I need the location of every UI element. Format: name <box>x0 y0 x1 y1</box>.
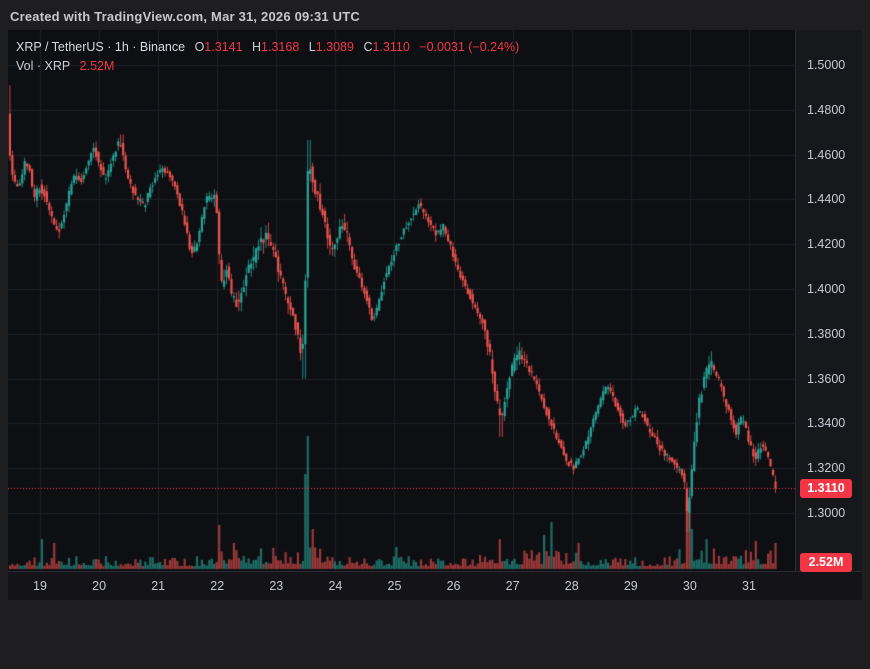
ohlc-open-label: O <box>194 40 205 54</box>
symbol-legend[interactable]: XRP / TetherUS · 1h · Binance O1.3141 H1… <box>16 38 519 76</box>
change-value: −0.0031 (−0.24%) <box>419 40 520 54</box>
ohlc-low-value: 1.3089 <box>315 40 354 54</box>
ohlc-close-value: 1.3110 <box>372 40 410 54</box>
legend-volume-row: Vol · XRP 2.52M <box>16 57 519 76</box>
footer-bar: TradingView <box>0 600 870 669</box>
legend-title-row: XRP / TetherUS · 1h · Binance O1.3141 H1… <box>16 38 519 57</box>
volume-label: Vol · XRP <box>16 59 71 73</box>
symbol-title[interactable]: XRP / TetherUS · 1h · Binance <box>16 40 186 54</box>
ohlc-open-value: 1.3141 <box>204 40 243 54</box>
ohlc-high-value: 1.3168 <box>261 40 300 54</box>
volume-value: 2.52M <box>79 59 115 73</box>
ohlc-high-label: H <box>252 40 262 54</box>
ohlc-low-label: L <box>308 40 316 54</box>
ohlc-close-label: C <box>363 40 373 54</box>
